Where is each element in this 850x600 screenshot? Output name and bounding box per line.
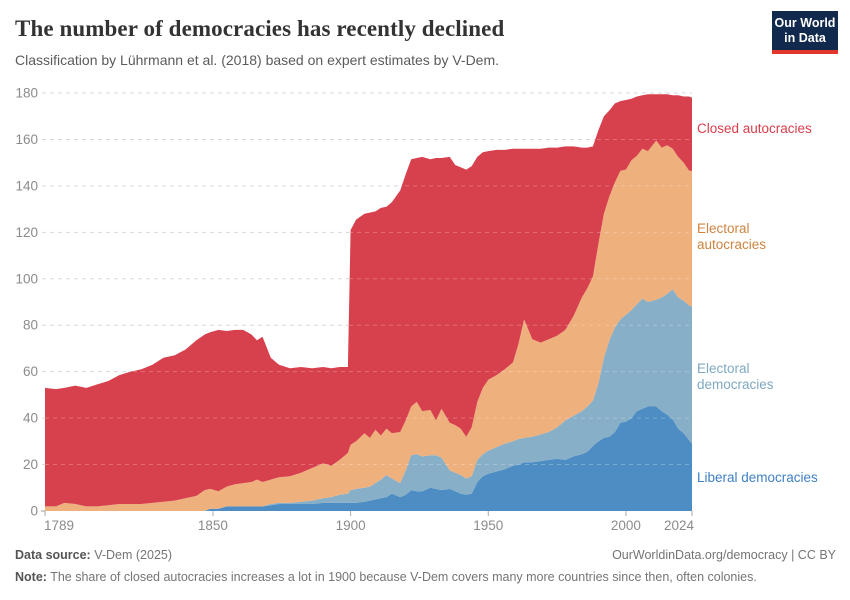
chart-subtitle: Classification by Lührmann et al. (2018)… xyxy=(15,52,500,68)
area-closed-autocracies xyxy=(45,94,692,507)
area-electoral-democracies xyxy=(45,289,692,511)
legend-closed-autocracies[interactable]: Closed autocracies xyxy=(697,121,812,136)
footer-attribution[interactable]: OurWorldinData.org/democracy | CC BY xyxy=(612,548,836,562)
svg-text:100: 100 xyxy=(15,271,38,286)
footer-separator: | xyxy=(787,548,798,562)
svg-text:2000: 2000 xyxy=(611,518,641,533)
note-text: The share of closed autocracies increase… xyxy=(46,570,757,584)
legend-electoral-democracies[interactable]: Electoral democracies xyxy=(697,361,774,393)
owid-logo-red-bar xyxy=(772,50,838,54)
legend-liberal-democracies[interactable]: Liberal democracies xyxy=(697,470,818,485)
svg-text:80: 80 xyxy=(23,318,38,333)
svg-text:0: 0 xyxy=(30,504,38,519)
svg-text:20: 20 xyxy=(23,457,38,472)
data-source-label: Data source: xyxy=(15,548,91,562)
area-electoral-autocracies xyxy=(45,140,692,511)
license-link[interactable]: CC BY xyxy=(797,548,836,562)
svg-text:1789: 1789 xyxy=(44,518,74,533)
svg-text:140: 140 xyxy=(15,178,38,193)
svg-text:60: 60 xyxy=(23,364,38,379)
data-source-value: V-Dem (2025) xyxy=(90,548,173,562)
svg-text:2024: 2024 xyxy=(664,518,695,533)
area-liberal-democracies xyxy=(45,406,692,511)
chart-note: Note: The share of closed autocracies in… xyxy=(15,570,815,584)
svg-text:180: 180 xyxy=(15,86,38,101)
page-title: The number of democracies has recently d… xyxy=(15,16,505,41)
owid-logo-text: Our World in Data xyxy=(774,15,836,45)
svg-text:160: 160 xyxy=(15,132,38,147)
owid-logo[interactable]: Our World in Data xyxy=(772,11,838,54)
legend-electoral-autocracies[interactable]: Electoral autocracies xyxy=(697,221,767,253)
data-source: Data source: V-Dem (2025) xyxy=(15,548,172,562)
svg-text:1950: 1950 xyxy=(473,518,503,533)
owid-url-link[interactable]: OurWorldinData.org/democracy xyxy=(612,548,788,562)
svg-text:1850: 1850 xyxy=(198,518,228,533)
svg-text:1900: 1900 xyxy=(336,518,366,533)
svg-text:40: 40 xyxy=(23,411,38,426)
note-label: Note: xyxy=(15,570,47,584)
svg-text:120: 120 xyxy=(15,225,38,240)
